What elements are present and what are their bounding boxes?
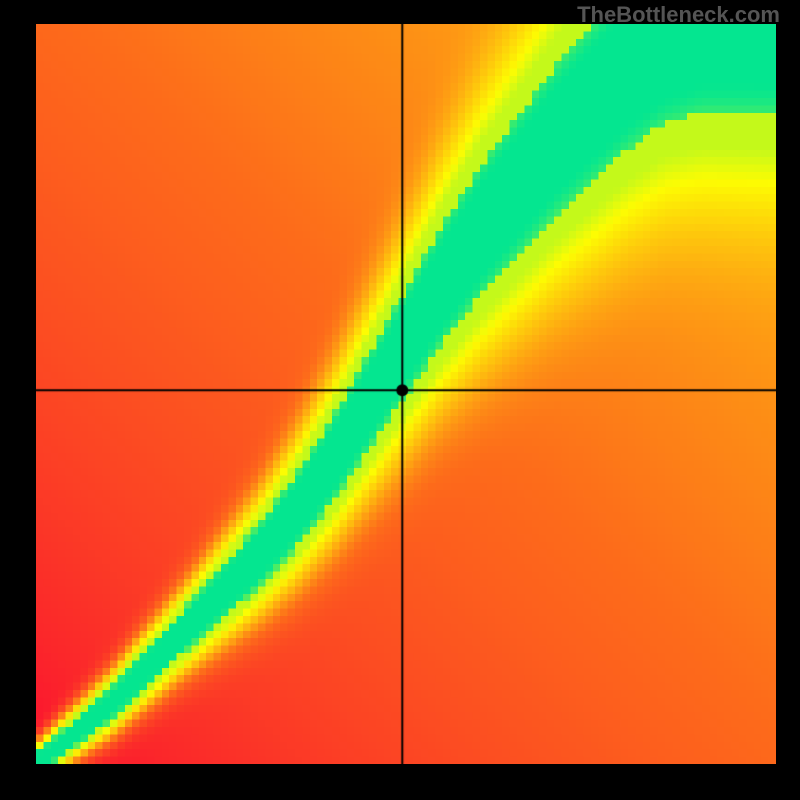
bottleneck-heatmap <box>36 24 776 764</box>
chart-container: TheBottleneck.com <box>0 0 800 800</box>
watermark-text: TheBottleneck.com <box>577 2 780 28</box>
